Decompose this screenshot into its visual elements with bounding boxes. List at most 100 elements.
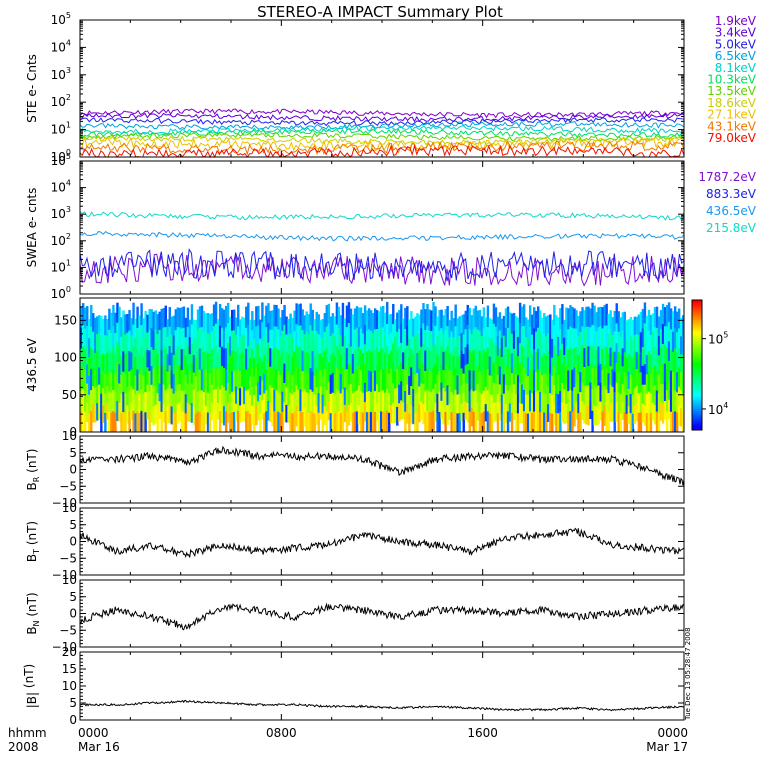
colorbar-band xyxy=(692,352,702,355)
heatmap-cell xyxy=(681,393,685,413)
heatmap-cell xyxy=(412,318,415,337)
heatmap-cell xyxy=(130,335,133,353)
heatmap-cell xyxy=(345,389,349,412)
heatmap-cell xyxy=(543,372,546,393)
heatmap-cell xyxy=(522,410,526,433)
colorbar-band xyxy=(692,412,702,416)
heatmap-cell xyxy=(653,326,657,347)
heatmap-cell xyxy=(498,330,502,349)
heatmap-cell xyxy=(605,303,608,326)
heatmap-cell xyxy=(327,323,331,343)
heatmap-cell xyxy=(315,368,318,388)
heatmap-cell xyxy=(478,330,482,352)
heatmap-cell xyxy=(351,392,355,413)
heatmap-cell xyxy=(228,335,232,356)
heatmap-cell xyxy=(120,412,123,433)
heatmap-cell xyxy=(412,406,415,425)
heatmap-cell xyxy=(502,354,506,375)
heatmap-cell xyxy=(504,384,508,405)
heatmap-cell xyxy=(645,315,649,336)
heatmap-cell xyxy=(631,413,635,433)
heatmap-cell xyxy=(643,322,647,344)
heatmap-cell xyxy=(595,330,598,351)
heatmap-cell xyxy=(557,317,560,337)
heatmap-cell xyxy=(265,347,268,370)
heatmap-cell xyxy=(665,304,669,327)
heatmap-cell xyxy=(287,353,290,372)
heatmap-cell xyxy=(430,391,433,413)
heatmap-cell xyxy=(559,370,562,392)
legend-entry: 1.9keV xyxy=(715,14,757,28)
heatmap-cell xyxy=(361,332,365,354)
heatmap-cell xyxy=(651,313,655,332)
heatmap-cell xyxy=(178,364,182,384)
heatmap-cell xyxy=(146,332,149,350)
heatmap-cell xyxy=(269,403,272,422)
heatmap-cell xyxy=(194,319,198,340)
panel-frame xyxy=(79,579,685,648)
heatmap-cell xyxy=(156,333,159,354)
heatmap-cell xyxy=(351,373,355,394)
heatmap-cell xyxy=(635,368,639,387)
heatmap-cell xyxy=(452,317,455,338)
heatmap-cell xyxy=(635,386,639,404)
heatmap-cell xyxy=(627,319,631,338)
heatmap-cell xyxy=(231,370,234,392)
heatmap-cell xyxy=(317,333,320,354)
heatmap-cell xyxy=(476,328,480,348)
heatmap-cell xyxy=(470,370,473,390)
heatmap-cell xyxy=(526,319,530,339)
heatmap-cell xyxy=(482,328,486,350)
heatmap-cell xyxy=(192,337,196,356)
heatmap-cell xyxy=(224,305,228,328)
heatmap-cell xyxy=(553,384,556,405)
heatmap-cell xyxy=(202,311,206,332)
heatmap-cell xyxy=(357,326,361,347)
heatmap-cell xyxy=(410,329,413,349)
heatmap-cell xyxy=(168,326,171,346)
heatmap-cell xyxy=(621,401,624,420)
heatmap-cell xyxy=(235,334,238,353)
heatmap-cell xyxy=(571,411,574,433)
heatmap-cell xyxy=(116,322,119,343)
heatmap-cell xyxy=(208,353,212,374)
heatmap-cell xyxy=(174,411,178,433)
heatmap-cell xyxy=(259,413,262,433)
heatmap-cell xyxy=(273,347,276,369)
heatmap-cell xyxy=(231,309,234,331)
heatmap-cell xyxy=(474,368,478,391)
heatmap-cell xyxy=(382,305,385,328)
heatmap-cell xyxy=(428,309,431,331)
heatmap-cell xyxy=(486,389,490,412)
heatmap-cell xyxy=(508,330,512,350)
heatmap-cell xyxy=(134,356,137,376)
heatmap-cell xyxy=(661,383,665,404)
heatmap-cell xyxy=(470,333,473,353)
heatmap-cell xyxy=(335,302,339,325)
heatmap-cell xyxy=(605,389,608,412)
heatmap-cell xyxy=(464,346,467,366)
heatmap-cell xyxy=(363,363,367,383)
heatmap-cell xyxy=(671,371,675,393)
heatmap-cell xyxy=(126,368,129,388)
heatmap-cell xyxy=(277,329,280,351)
heatmap-cell xyxy=(386,301,389,324)
heatmap-cell xyxy=(460,350,463,369)
heatmap-cell xyxy=(585,326,588,347)
y-tick-label: 20 xyxy=(62,645,77,659)
heatmap-cell xyxy=(122,391,125,413)
heatmap-cell xyxy=(394,405,397,424)
time-axis-row-label: hhmm xyxy=(8,726,47,740)
heatmap-cell xyxy=(490,356,494,377)
heatmap-cell xyxy=(192,389,196,408)
heatmap-cell xyxy=(198,327,202,349)
colorbar-tick-label: 105 xyxy=(708,331,728,347)
heatmap-cell xyxy=(514,374,518,394)
heatmap-cell xyxy=(647,370,651,392)
heatmap-cell xyxy=(311,391,314,413)
heatmap-cell xyxy=(663,381,667,402)
heatmap-cell xyxy=(533,307,536,329)
heatmap-cell xyxy=(299,346,302,369)
heatmap-cell xyxy=(325,347,329,369)
heatmap-cell xyxy=(357,365,361,386)
